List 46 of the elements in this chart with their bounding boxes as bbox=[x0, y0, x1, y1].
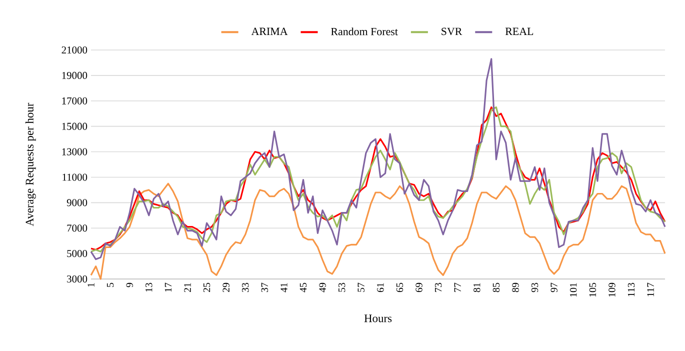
x-tick-label: 45 bbox=[300, 282, 307, 292]
x-tick-label: 41 bbox=[280, 283, 288, 292]
x-tick-label: 113 bbox=[628, 282, 635, 296]
x-tick-label: 93 bbox=[531, 282, 538, 292]
x-tick-label: 49 bbox=[319, 282, 326, 292]
x-tick-label: 89 bbox=[512, 282, 519, 292]
x-tick-label: 13 bbox=[146, 282, 152, 292]
x-axis-title: Hours bbox=[364, 314, 392, 322]
x-tick-label: 81 bbox=[474, 283, 480, 292]
y-tick-label: 13000 bbox=[62, 148, 88, 156]
x-tick-label: 29 bbox=[222, 282, 230, 292]
x-tick-label: 105 bbox=[589, 282, 596, 297]
x-tick-label: 61 bbox=[377, 283, 384, 292]
y-tick-label: 7000 bbox=[67, 224, 88, 232]
x-tick-label: 77 bbox=[454, 282, 461, 292]
legend-label: SVR bbox=[442, 28, 462, 36]
x-tick-label: 9 bbox=[126, 282, 133, 288]
x-tick-label: 21 bbox=[184, 283, 191, 292]
x-tick-label: 69 bbox=[416, 282, 422, 292]
x-tick-label: 37 bbox=[261, 282, 268, 292]
y-tick-label: 9000 bbox=[66, 199, 88, 206]
x-tick-label: 1 bbox=[88, 283, 94, 287]
x-tick-label: 73 bbox=[434, 282, 442, 292]
legend-label: REAL bbox=[505, 28, 534, 35]
x-tick-label: 25 bbox=[203, 282, 210, 292]
x-tick-label: 53 bbox=[338, 282, 346, 292]
x-tick-label: 85 bbox=[492, 282, 500, 292]
y-tick-label: 5000 bbox=[67, 250, 88, 258]
legend-label: Random Forest bbox=[331, 28, 398, 36]
x-tick-label: 97 bbox=[550, 282, 558, 292]
x-tick-label: 17 bbox=[164, 282, 172, 292]
legend-label: ARIMA bbox=[251, 28, 288, 35]
y-axis-title: Average Requests per hour bbox=[25, 102, 36, 226]
x-tick-label: 117 bbox=[647, 282, 654, 296]
y-tick-label: 15000 bbox=[62, 122, 88, 130]
y-tick-label: 19000 bbox=[62, 72, 88, 79]
y-tick-label: 21000 bbox=[62, 46, 88, 54]
y-tick-label: 11000 bbox=[62, 174, 88, 181]
y-tick-label: 3000 bbox=[67, 275, 88, 283]
x-tick-label: 101 bbox=[570, 283, 577, 297]
x-tick-label: 109 bbox=[608, 282, 616, 297]
x-tick-label: 5 bbox=[106, 282, 114, 287]
y-tick-label: 17000 bbox=[62, 97, 88, 104]
x-tick-label: 57 bbox=[358, 282, 364, 292]
x-tick-label: 33 bbox=[242, 282, 249, 292]
x-tick-label: 65 bbox=[396, 282, 404, 292]
